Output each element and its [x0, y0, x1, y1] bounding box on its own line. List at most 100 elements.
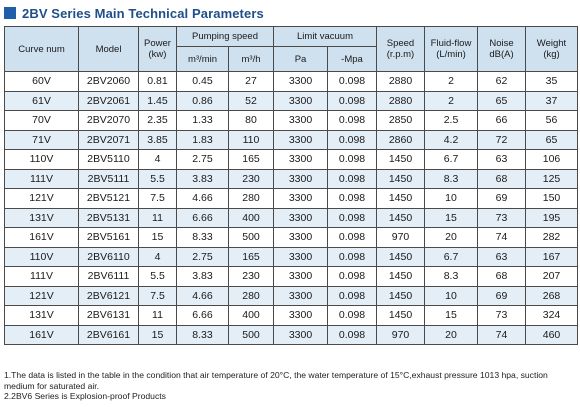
table-cell: 282 [525, 227, 578, 248]
table-cell: 1450 [376, 168, 425, 189]
table-cell: 2BV2071 [78, 129, 139, 150]
table-cell: 68 [477, 266, 526, 287]
table-cell: 10 [424, 285, 478, 306]
table-cell: 10 [424, 188, 478, 209]
table-cell: 6.66 [176, 207, 229, 228]
col-lv-mpa: -Mpa [327, 46, 377, 72]
table-cell: 8.3 [424, 168, 478, 189]
table-cell: 0.098 [327, 305, 377, 326]
table-cell: 62 [477, 71, 526, 92]
table-cell: 5.5 [138, 266, 177, 287]
table-cell: 2850 [376, 110, 425, 131]
table-cell: 0.098 [327, 129, 377, 150]
table-cell: 1450 [376, 266, 425, 287]
table-cell: 15 [138, 324, 177, 345]
table-cell: 4.2 [424, 129, 478, 150]
table-body: 60V 2BV2060 0.81 0.45 27 3300 0.098 2880 2 62 35 61… [4, 71, 578, 345]
table-cell: 2 [424, 71, 478, 92]
table-cell: 460 [525, 324, 578, 345]
table-cell: 61V [4, 90, 79, 111]
table-cell: 5.5 [138, 168, 177, 189]
table-row: 70V 2BV2070 2.35 1.33 80 3300 0.098 2850 2.5 66 56 [4, 110, 578, 131]
col-weight: Weight (kg) [525, 26, 578, 72]
table-cell: 0.098 [327, 168, 377, 189]
table-cell: 2880 [376, 71, 425, 92]
table-cell: 1.33 [176, 110, 229, 131]
table-cell: 0.098 [327, 227, 377, 248]
table-row: 61V 2BV2061 1.45 0.86 52 3300 0.098 2880 2 65 37 [4, 90, 578, 111]
table-cell: 3300 [273, 266, 328, 287]
table-cell: 2BV6110 [78, 246, 139, 267]
table-cell: 131V [4, 207, 79, 228]
table-cell: 111V [4, 266, 79, 287]
table-cell: 0.098 [327, 149, 377, 170]
table-cell: 0.098 [327, 207, 377, 228]
col-power: Power (kw) [138, 26, 177, 72]
table-cell: 125 [525, 168, 578, 189]
table-cell: 80 [228, 110, 274, 131]
table-cell: 6.7 [424, 149, 478, 170]
table-cell: 1.83 [176, 129, 229, 150]
table-cell: 150 [525, 188, 578, 209]
col-curve-num: Curve num [4, 26, 79, 72]
table-cell: 2BV5131 [78, 207, 139, 228]
table-cell: 27 [228, 71, 274, 92]
table-cell: 3.83 [176, 266, 229, 287]
table-cell: 3300 [273, 305, 328, 326]
table-cell: 3300 [273, 149, 328, 170]
table-cell: 400 [228, 305, 274, 326]
table-cell: 11 [138, 207, 177, 228]
table-cell: 56 [525, 110, 578, 131]
table-cell: 74 [477, 324, 526, 345]
table-cell: 4.66 [176, 285, 229, 306]
table-cell: 1450 [376, 305, 425, 326]
table-cell: 3300 [273, 188, 328, 209]
table-cell: 8.3 [424, 266, 478, 287]
table-cell: 68 [477, 168, 526, 189]
col-noise: Noise dB(A) [477, 26, 526, 72]
table-cell: 7.5 [138, 188, 177, 209]
table-cell: 121V [4, 285, 79, 306]
table-cell: 268 [525, 285, 578, 306]
table-cell: 324 [525, 305, 578, 326]
col-lv-pa: Pa [273, 46, 328, 72]
table-cell: 3300 [273, 285, 328, 306]
section-title: 2BV Series Main Technical Parameters [4, 4, 264, 22]
table-cell: 69 [477, 188, 526, 209]
table-cell: 2.75 [176, 246, 229, 267]
table-row: 71V 2BV2071 3.85 1.83 110 3300 0.098 2860 4.2 72 6… [4, 129, 578, 150]
footnote-1: 1.The data is listed in the table in the… [4, 370, 548, 391]
table-row: 161V 2BV6161 15 8.33 500 3300 0.098 970 20 74 460 [4, 324, 578, 345]
table-cell: 73 [477, 305, 526, 326]
table-cell: 2BV6131 [78, 305, 139, 326]
table-cell: 400 [228, 207, 274, 228]
table-cell: 2 [424, 90, 478, 111]
table-cell: 0.098 [327, 188, 377, 209]
table-cell: 2BV6161 [78, 324, 139, 345]
table-cell: 8.33 [176, 227, 229, 248]
table-cell: 1450 [376, 207, 425, 228]
table-cell: 4.66 [176, 188, 229, 209]
table-row: 131V 2BV5131 11 6.66 400 3300 0.098 1450 15 73 195 [4, 207, 578, 228]
table-cell: 0.098 [327, 246, 377, 267]
col-speed: Speed (r.p.m) [376, 26, 425, 72]
table-cell: 106 [525, 149, 578, 170]
table-cell: 165 [228, 246, 274, 267]
table-cell: 500 [228, 324, 274, 345]
table-row: 131V 2BV6131 11 6.66 400 3300 0.098 1450 15 73 324 [4, 305, 578, 326]
table-cell: 66 [477, 110, 526, 131]
footnotes: 1.The data is listed in the table in the… [4, 370, 576, 402]
table-cell: 500 [228, 227, 274, 248]
table-cell: 15 [138, 227, 177, 248]
table-cell: 2BV2070 [78, 110, 139, 131]
footnote-2: 2.2BV6 Series is Explosion-proof Product… [4, 391, 166, 401]
table-cell: 3300 [273, 227, 328, 248]
table-cell: 72 [477, 129, 526, 150]
table-cell: 1450 [376, 149, 425, 170]
table-cell: 110V [4, 149, 79, 170]
table-cell: 2.75 [176, 149, 229, 170]
table-cell: 65 [477, 90, 526, 111]
table-cell: 2BV5111 [78, 168, 139, 189]
table-cell: 195 [525, 207, 578, 228]
table-cell: 70V [4, 110, 79, 131]
